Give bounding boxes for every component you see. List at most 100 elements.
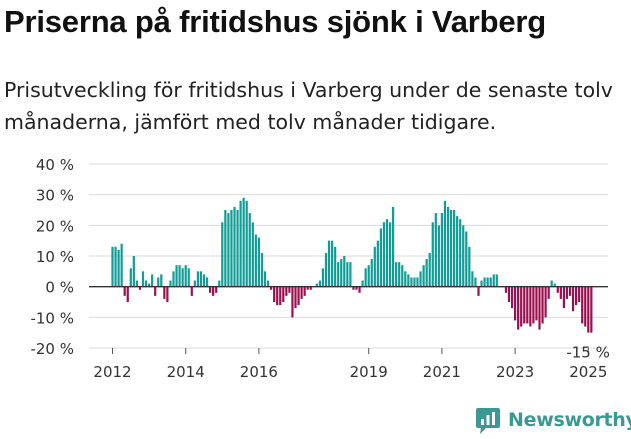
bar: [337, 262, 340, 287]
bar: [331, 240, 334, 287]
bar: [413, 277, 416, 287]
bar: [291, 286, 294, 318]
bar: [550, 280, 553, 287]
x-tick-label: 2021: [423, 363, 461, 381]
bar: [221, 222, 224, 287]
bar: [520, 286, 523, 327]
bar: [483, 277, 486, 287]
bar: [492, 274, 495, 287]
bar: [138, 286, 142, 290]
bar: [410, 277, 413, 287]
bar: [169, 280, 172, 287]
bar: [565, 286, 569, 299]
bar: [532, 286, 535, 324]
bar: [154, 286, 157, 296]
bar: [209, 286, 212, 293]
bar: [285, 286, 288, 296]
y-tick-label: -20 %: [30, 340, 74, 358]
bar: [571, 286, 575, 312]
x-tick-label: 2019: [350, 363, 388, 381]
bar: [523, 286, 526, 324]
bar: [300, 286, 303, 299]
bar: [416, 277, 419, 287]
annotations: -15 %: [566, 344, 610, 362]
bar: [282, 286, 285, 302]
bar: [382, 222, 386, 287]
bar: [581, 286, 584, 324]
bar: [504, 286, 508, 293]
bar: [117, 249, 120, 287]
bar: [578, 286, 581, 302]
bar: [465, 231, 468, 287]
bar: [190, 286, 193, 296]
bar: [334, 246, 337, 287]
bar: [556, 286, 559, 293]
bar: [157, 277, 160, 287]
bar: [297, 286, 300, 306]
bar: [242, 197, 245, 287]
bar: [562, 286, 565, 309]
newsworthy-logo-icon: [476, 408, 500, 434]
bar: [446, 206, 450, 287]
bar: [373, 246, 376, 287]
x-tick-label: 2023: [496, 363, 534, 381]
y-tick-label: 30 %: [36, 187, 74, 205]
bar: [392, 206, 395, 287]
bar: [517, 286, 520, 330]
bar: [245, 200, 248, 287]
bar: [575, 286, 578, 306]
bar: [535, 286, 538, 321]
bar: [236, 210, 239, 287]
bar: [477, 286, 480, 296]
bar: [315, 283, 318, 287]
bar: [144, 280, 148, 287]
bar: [385, 219, 389, 287]
bar: [163, 286, 166, 299]
bar: [248, 213, 251, 287]
bar: [568, 286, 572, 296]
bar: [352, 286, 355, 290]
bar: [419, 271, 422, 287]
bar: [126, 286, 129, 302]
bar: [187, 268, 190, 287]
bar: [257, 237, 260, 287]
x-tick-label: 2014: [167, 363, 205, 381]
bar: [172, 271, 175, 287]
bar: [584, 286, 587, 327]
bar: [114, 246, 117, 287]
bar: [202, 274, 206, 287]
page-title: Priserna på fritidshus sjönk i Varberg: [4, 4, 546, 39]
bar: [212, 286, 215, 296]
bar: [553, 283, 556, 287]
bar: [294, 286, 297, 309]
bar: [270, 286, 273, 290]
bar: [318, 280, 321, 287]
bar: [507, 286, 511, 302]
brand-logo: Newsworthy: [476, 408, 631, 436]
bar: [495, 274, 498, 287]
bar: [227, 213, 230, 287]
brand-name: Newsworthy: [508, 409, 631, 431]
bar: [388, 222, 392, 287]
bar: [224, 210, 227, 287]
bar: [364, 268, 367, 287]
bar: [120, 243, 123, 287]
bar: [196, 271, 199, 287]
bar: [379, 228, 382, 287]
bar: [443, 200, 447, 287]
bar: [263, 271, 267, 287]
bar: [440, 213, 443, 287]
bar: [123, 286, 126, 296]
bar: [529, 286, 532, 327]
bar: [218, 280, 221, 287]
bar: [327, 240, 331, 287]
bar: [587, 286, 590, 333]
bar: [306, 286, 309, 290]
bar: [428, 252, 431, 287]
bar: [181, 268, 184, 287]
bar: [215, 286, 218, 293]
x-tick-label: 2016: [240, 363, 278, 381]
bar: [349, 262, 352, 287]
bar: [358, 286, 361, 293]
bar: [141, 271, 145, 287]
